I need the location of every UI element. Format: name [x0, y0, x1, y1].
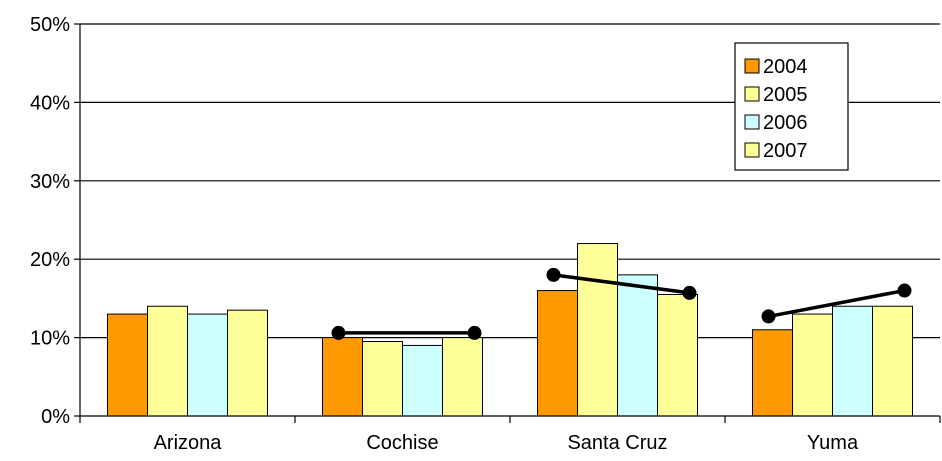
bar [617, 274, 658, 417]
overlay-marker [467, 325, 482, 340]
overlay-marker [546, 267, 561, 282]
bar [442, 337, 483, 417]
y-tick-label: 30% [30, 171, 70, 193]
legend-swatch [744, 114, 760, 130]
bar [577, 243, 618, 417]
x-tick-label: Arizona [154, 432, 223, 454]
y-tick-label: 40% [30, 92, 70, 114]
y-tick-label: 50% [30, 14, 70, 36]
y-tick-label: 10% [30, 328, 70, 350]
bar [322, 337, 363, 417]
x-tick-label: Santa Cruz [567, 432, 667, 454]
bar [832, 305, 873, 417]
y-tick-labels: 0% 10% 20% 30% 40% 50% [30, 14, 70, 428]
legend-label: 2007 [763, 140, 808, 162]
axes [74, 23, 941, 423]
overlay-marker [897, 283, 912, 298]
x-tick-labels: Arizona Cochise Santa Cruz Yuma [154, 432, 859, 454]
y-tick-label: 20% [30, 249, 70, 271]
legend-swatch [744, 58, 760, 74]
bar [752, 329, 793, 417]
overlay-marker [761, 309, 776, 324]
bar [537, 290, 578, 417]
bar [227, 309, 268, 417]
bar [362, 341, 403, 417]
bar [107, 313, 148, 417]
legend-label: 2005 [763, 84, 808, 106]
legend-swatch [744, 86, 760, 102]
bar [792, 313, 833, 417]
overlay-marker [331, 325, 346, 340]
legend-label: 2004 [763, 56, 808, 78]
x-tick-label: Cochise [366, 432, 438, 454]
x-tick-label: Yuma [807, 432, 859, 454]
bar [657, 293, 698, 417]
y-tick-label: 0% [41, 406, 70, 428]
bars [107, 243, 913, 417]
bar [147, 305, 188, 417]
overlay-line [553, 273, 690, 295]
bar [187, 313, 228, 417]
legend: 2004 2005 2006 2007 [734, 42, 849, 171]
overlay-marker [682, 285, 697, 300]
legend-swatch [744, 142, 760, 158]
overlay-line [768, 288, 905, 319]
legend-label: 2006 [763, 112, 808, 134]
overlay-lines [331, 267, 912, 340]
bar [872, 305, 913, 417]
bar [402, 344, 443, 417]
